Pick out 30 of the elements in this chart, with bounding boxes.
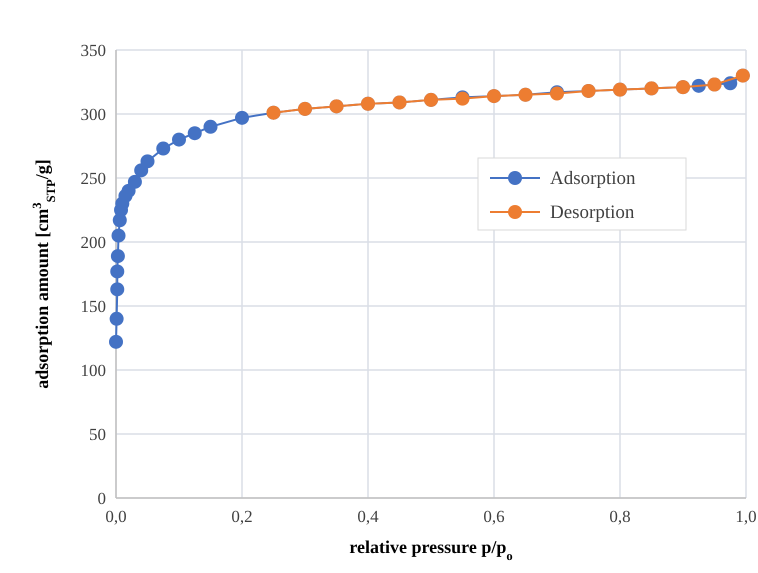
y-tick-label: 0: [98, 489, 106, 508]
x-tick-label: 0,2: [231, 507, 253, 526]
legend-label: Desorption: [550, 202, 635, 223]
point: [172, 132, 186, 147]
y-tick-label: 50: [89, 425, 106, 444]
y-tick-label: 350: [80, 41, 106, 60]
point: [128, 174, 142, 189]
y-tick-label: 300: [80, 105, 106, 124]
x-tick-label: 0,4: [357, 507, 380, 526]
x-tick-label: 0,0: [105, 507, 127, 526]
y-tick-label: 200: [80, 233, 106, 252]
point: [109, 334, 123, 349]
point: [110, 312, 124, 326]
y-tick-label: 100: [80, 361, 106, 380]
x-tick-label: 0,8: [609, 507, 631, 526]
x-axis-title: relative pressure p/p$_{o}$: [349, 537, 513, 563]
x-tick-label: 1,0: [735, 507, 757, 526]
point: [110, 282, 124, 296]
point: [156, 142, 170, 156]
y-tick-label: 150: [80, 297, 106, 316]
x-tick-label: 0,6: [483, 507, 505, 526]
point: [112, 228, 126, 243]
legend-label: Adsorption: [550, 168, 636, 189]
point: [235, 110, 249, 125]
y-tick-label: 250: [80, 169, 106, 188]
point: [110, 264, 124, 278]
point: [110, 249, 125, 264]
point: [140, 154, 154, 168]
point: [204, 120, 218, 134]
point: [188, 126, 202, 140]
